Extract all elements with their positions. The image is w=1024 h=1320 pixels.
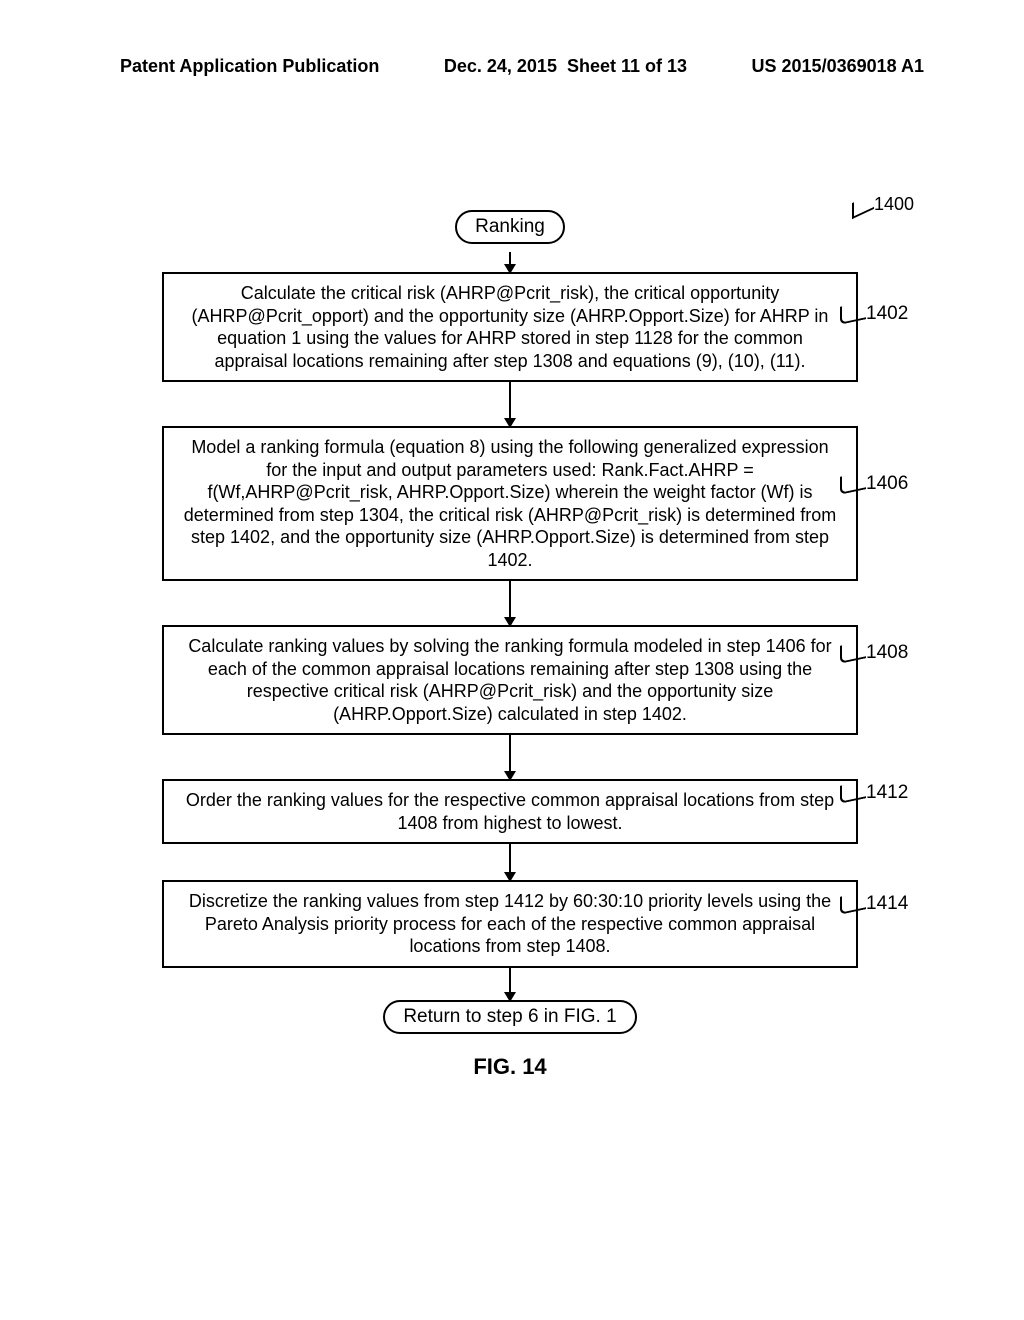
step-label-1408: 1408 [866,641,908,665]
end-terminal-wrap: Return to step 6 in FIG. 1 [140,1000,880,1034]
process-step-1406: Model a ranking formula (equation 8) usi… [162,426,858,581]
process-step-1412: Order the ranking values for the respect… [162,779,858,844]
step-label-1412: 1412 [866,781,908,805]
step-label-1414: 1414 [866,892,908,916]
arrow-icon [140,382,880,426]
header-left: Patent Application Publication [120,56,379,77]
header-right: US 2015/0369018 A1 [752,56,924,77]
arrow-icon [509,252,511,272]
process-step-1414: Discretize the ranking values from step … [162,880,858,968]
start-terminal-wrap: Ranking [140,210,880,244]
process-step-1402: Calculate the critical risk (AHRP@Pcrit_… [162,272,858,382]
process-step-1408: Calculate ranking values by solving the … [162,625,858,735]
end-terminal: Return to step 6 in FIG. 1 [383,1000,636,1034]
figure-label: FIG. 14 [140,1054,880,1080]
step-label-1406: 1406 [866,472,908,496]
arrow-icon [140,968,880,1000]
arrow-icon [140,844,880,880]
header-middle: Dec. 24, 2015 Sheet 11 of 13 [444,56,687,77]
flowchart: Ranking Calculate the critical risk (AHR… [140,210,880,1080]
arrow-icon [140,581,880,625]
page-header: Patent Application Publication Dec. 24, … [0,56,1024,77]
arrow-icon [140,735,880,779]
step-label-1402: 1402 [866,302,908,326]
start-terminal: Ranking [455,210,565,244]
